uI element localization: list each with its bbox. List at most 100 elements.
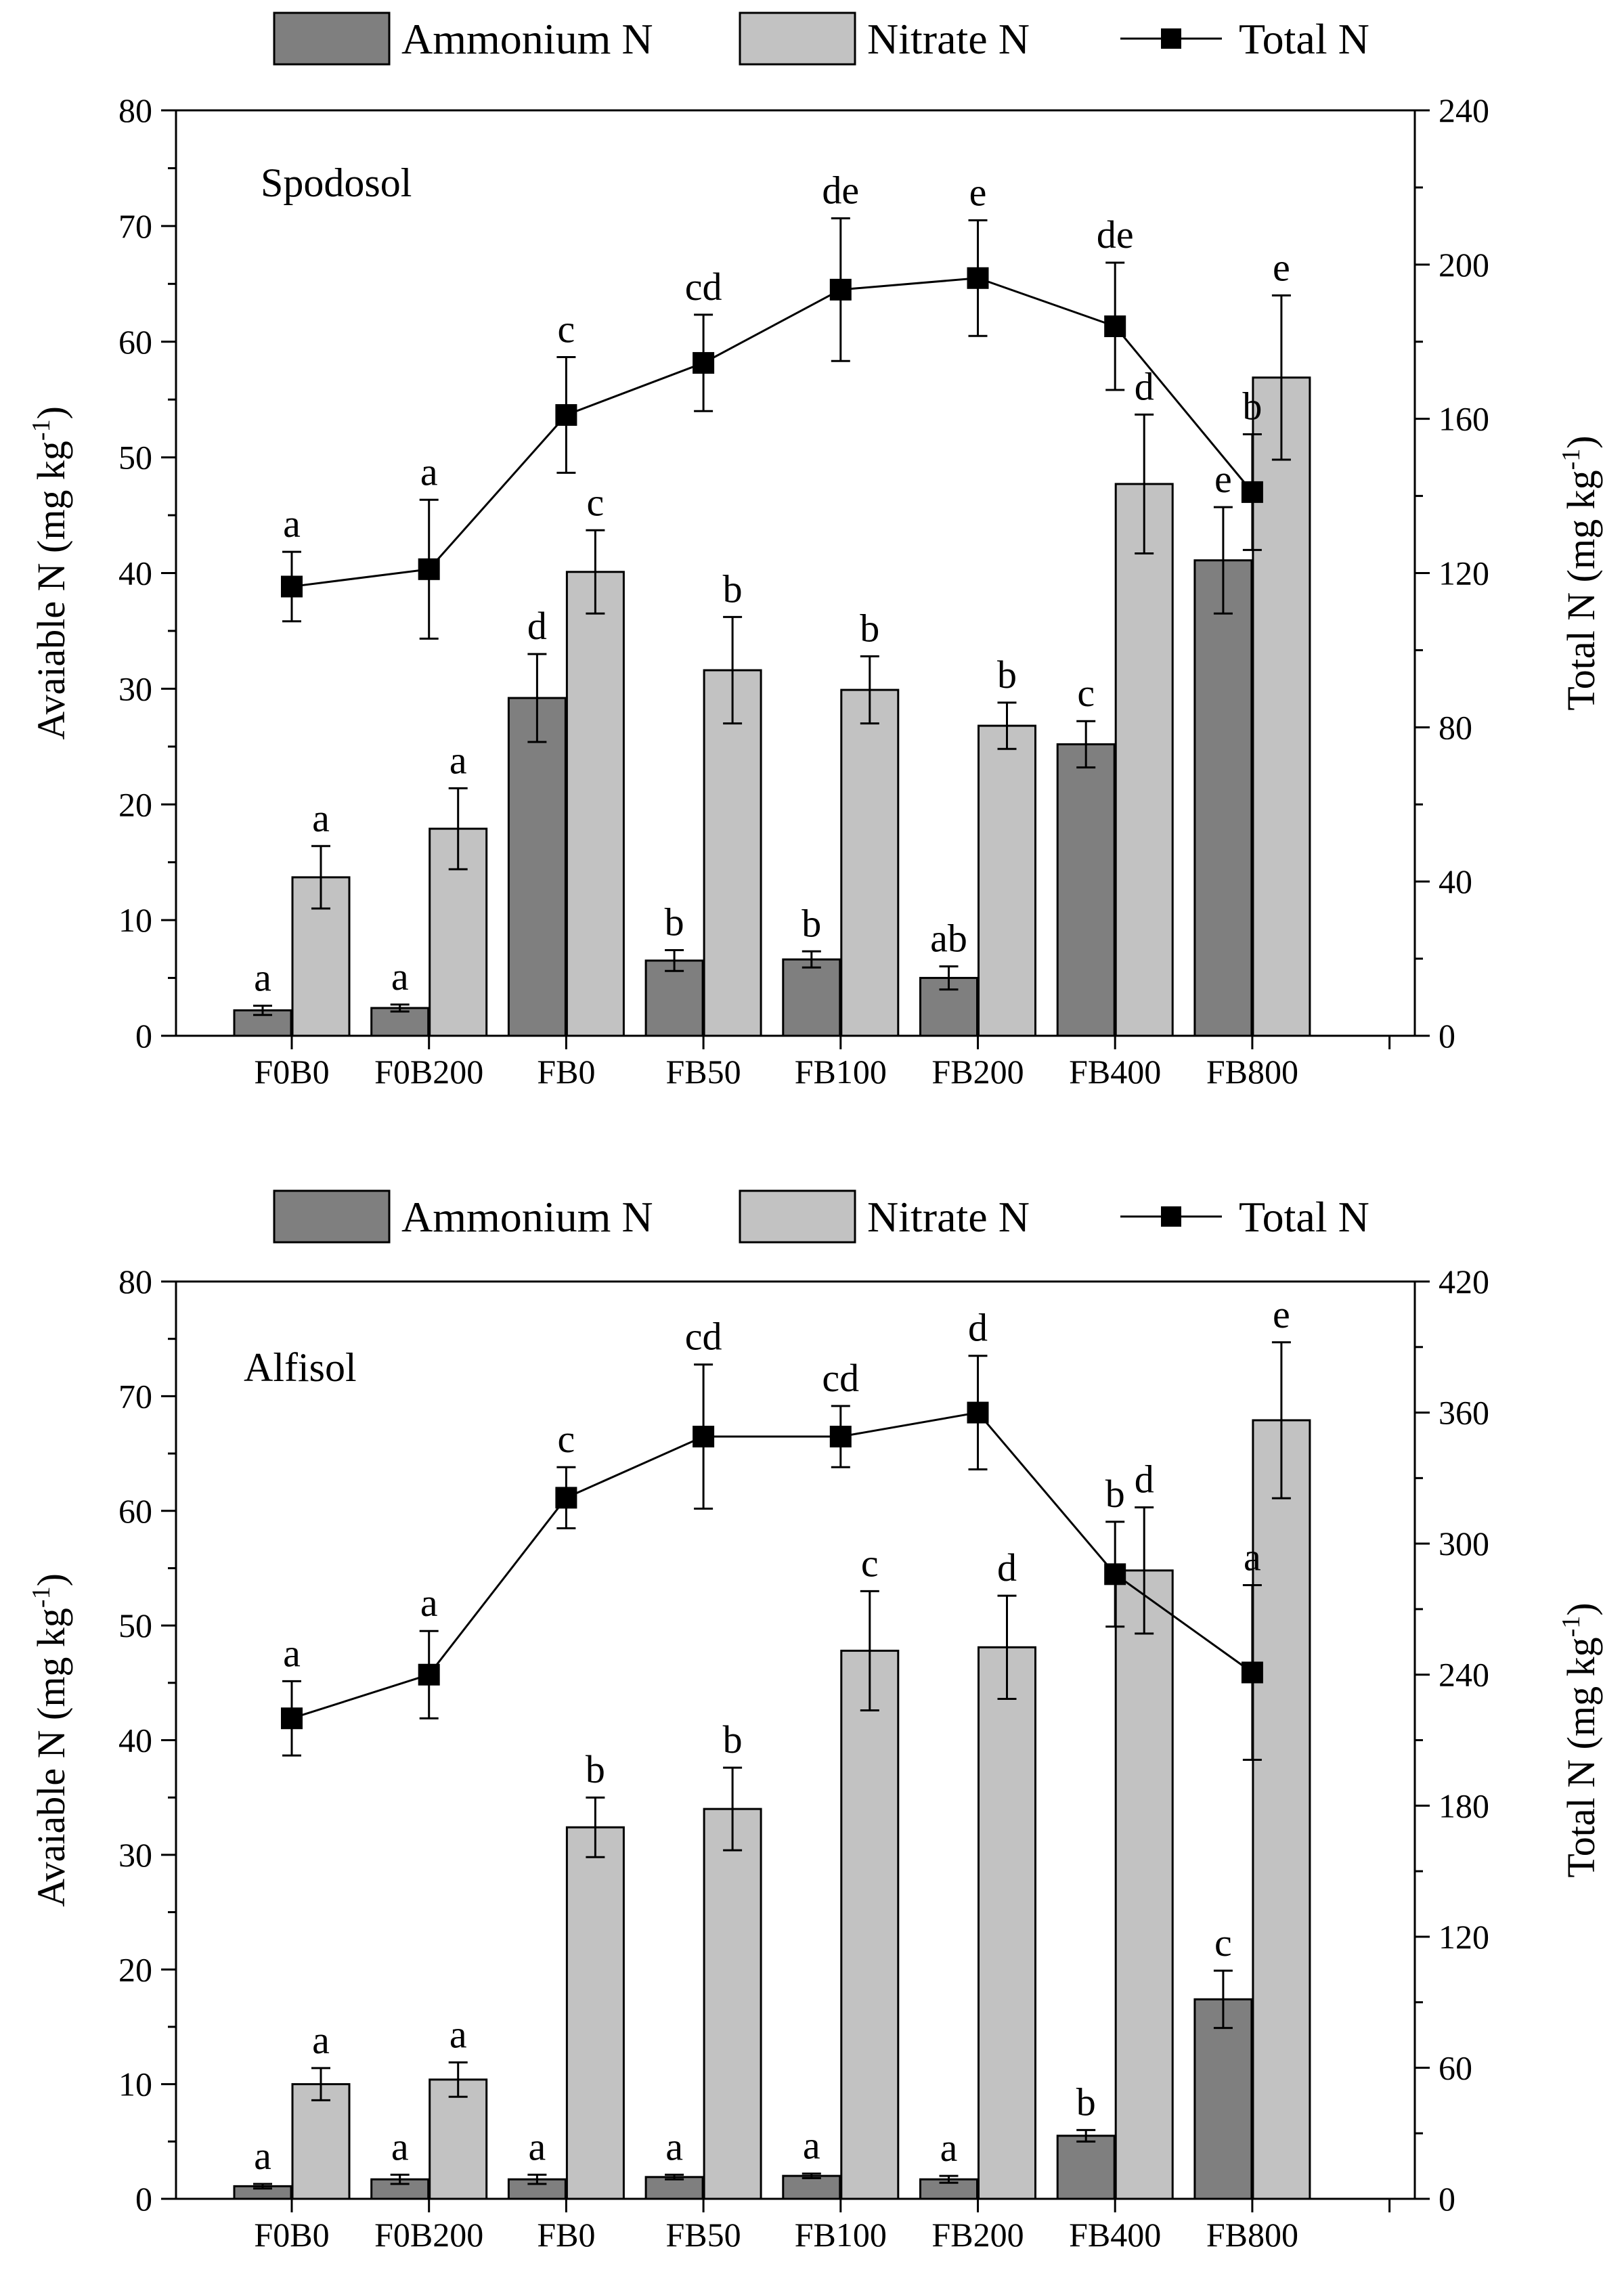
nitrate-bar xyxy=(565,571,625,1037)
nitrate-bar xyxy=(840,1649,900,2200)
legend-nitrate-swatch xyxy=(739,12,856,66)
total-n-point xyxy=(418,1663,440,1686)
ammonium-bar xyxy=(1056,2135,1116,2200)
nitrate-significance-letter: b xyxy=(723,567,743,611)
legend-ammonium-swatch xyxy=(273,1189,391,1244)
legend-total-marker xyxy=(1161,28,1181,49)
x-category-label: FB100 xyxy=(795,2216,887,2254)
nitrate-significance-letter: e xyxy=(1273,245,1290,289)
x-category-label: FB400 xyxy=(1069,2216,1161,2254)
ammonium-bar xyxy=(782,2174,841,2200)
total-n-significance-letter: c xyxy=(558,1417,575,1461)
legend-total-marker xyxy=(1161,1206,1181,1227)
total-n-significance-letter: cd xyxy=(822,1356,859,1400)
total-n-point xyxy=(967,267,989,289)
total-n-point xyxy=(967,1401,989,1424)
nitrate-significance-letter: e xyxy=(1273,1292,1290,1336)
x-category-label: F0B0 xyxy=(254,1053,329,1091)
nitrate-bar xyxy=(703,669,762,1037)
y-right-axis-title: Total N (mg kg-1) xyxy=(1557,1602,1603,1877)
nitrate-significance-letter: a xyxy=(312,2018,330,2062)
nitrate-significance-letter: c xyxy=(587,480,605,524)
ammonium-significance-letter: a xyxy=(529,2124,546,2168)
y-left-tick-label: 20 xyxy=(118,1950,152,1988)
total-n-point xyxy=(1104,315,1126,337)
ammonium-significance-letter: d xyxy=(527,604,547,648)
x-category-label: FB800 xyxy=(1206,2216,1298,2254)
y-right-tick-label: 180 xyxy=(1439,1787,1489,1824)
ammonium-significance-letter: ab xyxy=(930,916,967,960)
total-n-significance-letter: a xyxy=(283,1631,301,1675)
x-category-label: FB0 xyxy=(537,1053,595,1091)
y-right-tick-label: 300 xyxy=(1439,1525,1489,1562)
total-n-line xyxy=(291,277,1254,588)
total-n-significance-letter: cd xyxy=(685,1315,722,1359)
total-n-point xyxy=(829,1426,852,1448)
nitrate-bar xyxy=(703,1808,762,2200)
ammonium-bar xyxy=(919,2178,978,2200)
x-category-label: FB200 xyxy=(931,1053,1024,1091)
nitrate-significance-letter: c xyxy=(861,1541,879,1585)
y-left-tick-label: 40 xyxy=(118,554,152,592)
nitrate-bar xyxy=(429,2078,488,2200)
y-left-tick-label: 80 xyxy=(118,1263,152,1300)
legend-ammonium-label: Ammonium N xyxy=(401,1193,653,1241)
nitrate-significance-letter: a xyxy=(312,796,330,840)
legend-total-label: Total N xyxy=(1239,1193,1369,1241)
nitrate-significance-letter: b xyxy=(997,653,1017,697)
y-left-tick-label: 0 xyxy=(135,2180,152,2218)
nitrate-bar xyxy=(291,2083,351,2200)
y-left-tick-label: 40 xyxy=(118,1722,152,1759)
y-right-tick-label: 360 xyxy=(1439,1394,1489,1432)
legend-ammonium-label: Ammonium N xyxy=(401,15,653,63)
total-n-significance-letter: d xyxy=(968,1306,988,1350)
x-category-label: F0B200 xyxy=(374,1053,483,1091)
x-category-label: F0B0 xyxy=(254,2216,329,2254)
total-n-point xyxy=(693,1426,715,1448)
total-n-significance-letter: de xyxy=(822,168,859,212)
y-right-tick-label: 240 xyxy=(1439,1656,1489,1694)
ammonium-significance-letter: a xyxy=(803,2124,820,2168)
panel-label: Alfisol xyxy=(244,1345,357,1390)
ammonium-bar xyxy=(507,697,567,1037)
ammonium-bar xyxy=(1056,743,1116,1037)
total-n-significance-letter: b xyxy=(1242,384,1262,428)
total-n-significance-letter: cd xyxy=(685,265,722,309)
ammonium-significance-letter: c xyxy=(1077,671,1095,715)
y-left-axis-title: Avaiable N (mg kg-1) xyxy=(27,1573,73,1907)
nitrate-significance-letter: d xyxy=(1135,364,1154,408)
y-right-tick-label: 60 xyxy=(1439,2049,1472,2086)
total-n-significance-letter: a xyxy=(420,1581,438,1625)
y-left-tick-label: 10 xyxy=(118,901,152,939)
total-n-point xyxy=(1241,1661,1263,1684)
nitrate-significance-letter: b xyxy=(723,1717,743,1761)
y-left-tick-label: 50 xyxy=(118,439,152,477)
x-category-label: FB800 xyxy=(1206,1053,1298,1091)
spodosol-chart: Ammonium N Nitrate N Total N Spodosol 0 10 20 3… xyxy=(27,12,1603,1091)
y-left-tick-label: 50 xyxy=(118,1606,152,1644)
legend-nitrate-label: Nitrate N xyxy=(867,15,1030,63)
nitrate-bar xyxy=(1114,1569,1174,2200)
ammonium-bar xyxy=(644,959,704,1037)
nitrate-bar xyxy=(1114,483,1174,1037)
y-right-tick-label: 420 xyxy=(1439,1263,1489,1300)
y-right-tick-label: 240 xyxy=(1439,91,1489,129)
total-n-point xyxy=(281,1707,303,1730)
y-right-tick-label: 160 xyxy=(1439,400,1489,438)
total-n-significance-letter: e xyxy=(969,170,987,214)
total-n-significance-letter: a xyxy=(420,450,438,494)
ammonium-bar xyxy=(1193,559,1253,1037)
ammonium-significance-letter: c xyxy=(1214,1921,1232,1965)
nitrate-significance-letter: a xyxy=(449,2012,467,2056)
nitrate-significance-letter: a xyxy=(449,738,467,782)
y-left-tick-label: 0 xyxy=(135,1017,152,1055)
total-n-point xyxy=(418,558,440,580)
total-n-point xyxy=(1104,1563,1126,1585)
y-left-tick-label: 30 xyxy=(118,670,152,707)
ammonium-significance-letter: a xyxy=(665,2124,683,2168)
y-right-tick-label: 0 xyxy=(1439,1017,1455,1055)
y-right-tick-label: 200 xyxy=(1439,246,1489,284)
x-category-label: F0B200 xyxy=(374,2216,483,2254)
y-left-axis-title: Avaiable N (mg kg-1) xyxy=(27,406,73,740)
y-right-axis-title: Total N (mg kg-1) xyxy=(1557,435,1603,710)
